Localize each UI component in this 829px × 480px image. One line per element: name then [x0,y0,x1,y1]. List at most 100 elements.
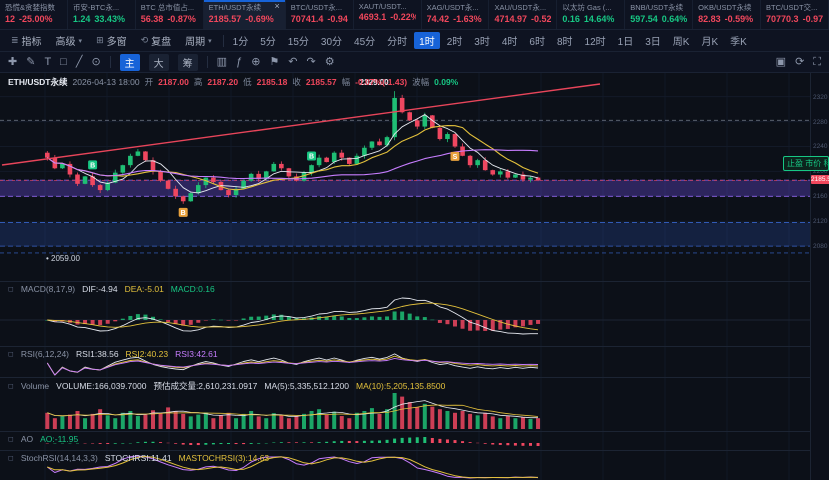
timeframe-item[interactable]: 45分 [354,37,376,48]
magnet-icon[interactable]: ⊙ [91,55,101,68]
rsi-svg[interactable] [0,347,810,377]
ticker-value: 0.16 [562,14,580,24]
panel-settings-icon[interactable]: ◻ [8,383,14,390]
ticker-tab-selected[interactable]: ETH/USDT永续 × 2185.57 -0.69% [203,0,286,29]
main-chart[interactable]: B B B S 2329.00 • 2059.00 ETH/USDT永续 2026-04-1… [0,73,810,281]
pencil-icon[interactable]: ✎ [26,55,36,68]
timeframe-item[interactable]: 周K [672,37,690,48]
chip-main[interactable]: 主 [119,53,140,71]
ticker-name: BNB/USDT永续 [630,3,684,12]
timeframe-item[interactable]: 30分 [320,37,343,48]
trendline-tool-icon[interactable]: ╱ [75,55,83,68]
ticker-item[interactable]: XAUT/USDT...4693.1-0.22% [354,0,422,29]
indicator-value: RSI3:42.61 [175,349,218,359]
ticker-change: -0.94% [327,14,348,24]
ticker-item[interactable]: 恐慌&贪婪指数 12 -25.00% [0,0,68,29]
panel-settings-icon[interactable]: ◻ [8,286,14,293]
shapes-icon[interactable]: □ [60,55,67,68]
timeframe-item[interactable]: 5分 [260,37,276,48]
ohlc-label: 开 [144,77,154,87]
ticker-item[interactable]: XAG/USDT永... 74.42 -1.63% [422,0,490,29]
timeframe-item[interactable]: 1时 [414,32,440,49]
redo-icon[interactable]: ↷ [306,55,316,68]
volume-panel: ◻ Volume VOLUME:166,039.7000 预估成交量:2,610,23… [0,377,810,431]
ohlc-value: 0.09% [434,77,459,87]
panel-settings-icon[interactable]: ◻ [8,351,14,358]
screenshot-icon[interactable]: ▣ [775,55,787,68]
price-axis[interactable]: 2185.5 2320 2280 2240 2200 2160 2120 2080 [810,73,829,480]
chip-large[interactable]: 大 [148,53,169,71]
ticker-change: -0.87% [167,14,196,24]
ticker-item[interactable]: XAU/USDT永... 4714.97-0.52% [489,0,558,29]
timeframe-item[interactable]: 1日 [617,37,634,48]
ticker-name: BTC 总市值占... [140,3,195,12]
timeframe-item[interactable]: 月K [701,37,719,48]
menu-advanced[interactable]: 高级 ▾ [49,33,90,48]
macd-svg[interactable] [0,282,810,346]
ticker-change: -0.22% [390,12,415,22]
alert-icon[interactable]: ⚑ [269,55,280,68]
ticker-item[interactable]: 以太坊 Gas (... 0.16 14.64% [557,0,626,29]
axis-tick: 2240 [813,143,828,151]
ticker-change: -25.00% [19,14,53,24]
volume-svg[interactable] [0,378,810,431]
ticker-name-row: BTC/USDT永... [291,2,348,13]
timeframe-item[interactable]: 3日 [645,37,661,48]
chip-chouma[interactable]: 筹 [177,53,198,71]
timeframe-item[interactable]: 季K [730,37,747,48]
ohlc-line: ETH/USDT永续 2026-04-13 18:00 开 2187.00 高 2187.… [8,76,458,88]
ohlc-value: -0.07%(-1.43) [355,77,408,87]
menu-period[interactable]: 周期 ▾ [178,33,219,48]
ticker-item[interactable]: OKB/USDT永续 82.83 -0.59% [693,0,762,29]
timeframe-item[interactable]: 2时 [446,37,463,48]
ticker-name: XAG/USDT永... [426,3,479,12]
timeframe-item[interactable]: 分时 [387,37,408,48]
timeframe-item[interactable]: 6时 [529,37,545,48]
ticker-name-row: ETH/USDT永续 × [209,2,280,13]
ohlc-value: 2187.00 [158,77,189,87]
ticker-name: ETH/USDT永续 [208,3,262,12]
menu-label: 周期 [185,37,206,48]
chart-symbol: ETH/USDT永续 [8,77,68,87]
menu-replay[interactable]: ⟲ 复盘 [134,33,179,48]
ticker-name: OKB/USDT永续 [698,3,752,12]
stoch-svg[interactable] [0,451,810,480]
settings-icon[interactable]: ⚙ [324,55,335,68]
timeframe-item[interactable]: 15分 [287,37,309,48]
close-icon[interactable]: × [274,2,280,11]
main-chart-svg[interactable]: B B B S 2329.00 • 2059.00 [0,73,810,281]
indicator-value: RSI(6,12,24) [20,349,70,359]
ticker-values: 2185.57 -0.69% [209,14,280,24]
ohlc-label: 波幅 [412,77,430,87]
crosshair-icon[interactable]: ✚ [8,55,18,68]
ticker-item[interactable]: 币安-BTC永... 1.24 33.43% [68,0,136,29]
timeframe-item[interactable]: 4时 [501,37,518,48]
timeframe-item[interactable]: 1分 [232,37,249,48]
fullscreen-icon[interactable]: ⛶ [813,55,821,68]
timeframe-item[interactable]: 8时 [556,37,573,48]
ticker-item[interactable]: BTC 总市值占... 56.38 -0.87% [136,0,204,29]
ticker-name-row: XAUT/USDT... [359,2,416,11]
compare-icon[interactable]: ⊕ [251,55,261,68]
text-tool-icon[interactable]: T [44,55,52,68]
ticker-item[interactable]: BTC/USDT交... 70770.3-0.97% [761,0,829,29]
timeframe-item[interactable]: 12时 [584,37,606,48]
axis-tick: 2280 [813,118,828,126]
candle-style-icon[interactable]: ▥ [216,55,228,68]
ticker-item[interactable]: BTC/USDT永... 70741.4-0.94% [286,0,354,29]
undo-icon[interactable]: ↶ [288,55,298,68]
indicator-fx-icon[interactable]: ƒ [236,55,243,68]
ticker-name: 以太坊 Gas (... [562,3,612,12]
ao-svg[interactable] [0,432,810,450]
ticker-values: 4693.1-0.22% [359,12,416,22]
menu-indicators[interactable]: ≣ 指标 [4,33,49,48]
ticker-item[interactable]: BNB/USDT永续 597.54 0.64% [625,0,694,29]
refresh-icon[interactable]: ⟳ [795,55,805,68]
timeframe-item[interactable]: 3时 [474,37,490,48]
ohlc-label: 收 [292,77,301,87]
order-tag[interactable]: 止盈 市价 科 [783,156,829,171]
panel-settings-icon[interactable]: ◻ [8,436,14,443]
panel-settings-icon[interactable]: ◻ [8,455,14,462]
ticker-change: -0.97% [802,14,823,24]
menu-multi-window[interactable]: ⊞ 多窗 [89,33,134,48]
